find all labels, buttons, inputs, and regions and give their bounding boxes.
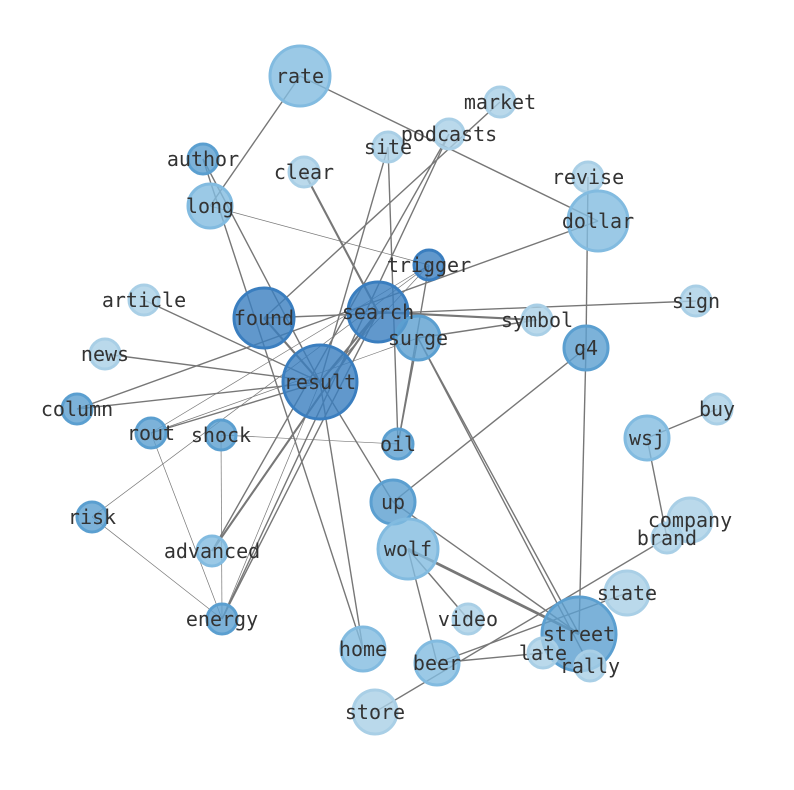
- node-column: [60, 392, 94, 426]
- node-label-news: news: [81, 342, 129, 366]
- node-label-beer: beer: [413, 651, 461, 675]
- node-label-podcasts: podcasts: [401, 122, 497, 146]
- edge-result-column: [76, 381, 321, 410]
- edge-q4-up: [392, 347, 587, 503]
- node-symbol: [520, 303, 554, 337]
- node-article: [127, 283, 161, 317]
- edge-sign-found: [263, 300, 697, 319]
- node-trigger: [412, 248, 446, 282]
- node-found: [232, 286, 296, 350]
- node-label-revise: revise: [552, 165, 624, 189]
- nodes: [60, 44, 734, 736]
- node-label-wolf: wolf: [384, 537, 432, 561]
- node-label-store: store: [345, 700, 405, 724]
- edge-risk-energy: [91, 516, 223, 620]
- node-label-dollar: dollar: [562, 209, 634, 233]
- node-rally: [573, 649, 607, 683]
- node-late: [526, 636, 560, 670]
- node-q4: [562, 324, 610, 372]
- node-label-state: state: [597, 581, 657, 605]
- node-label-oil: oil: [380, 432, 416, 456]
- node-label-rally: rally: [560, 654, 620, 678]
- edge-shock-energy: [220, 434, 223, 620]
- node-home: [339, 625, 387, 673]
- node-label-clear: clear: [274, 160, 334, 184]
- node-label-q4: q4: [574, 336, 598, 360]
- node-label-shock: shock: [191, 423, 251, 447]
- node-label-trigger: trigger: [387, 253, 471, 277]
- node-label-brand: brand: [637, 526, 697, 550]
- edge-result-home: [319, 381, 364, 650]
- node-label-search: search: [342, 300, 414, 324]
- node-label-market: market: [464, 90, 536, 114]
- node-label-result: result: [284, 370, 356, 394]
- node-label-wsj: wsj: [629, 426, 665, 450]
- edge-podcasts-advanced: [211, 133, 450, 552]
- node-label-buy: buy: [699, 397, 735, 421]
- node-label-site: site: [364, 135, 412, 159]
- node-label-symbol: symbol: [501, 308, 573, 332]
- node-site: [371, 130, 405, 164]
- node-sign: [679, 284, 713, 318]
- edge-q4-street: [578, 347, 587, 635]
- node-state: [603, 569, 651, 617]
- node-label-advanced: advanced: [164, 539, 260, 563]
- node-video: [451, 602, 485, 636]
- node-label-article: article: [102, 288, 186, 312]
- node-rout: [134, 416, 168, 450]
- node-label-author: author: [167, 147, 239, 171]
- node-wsj: [623, 414, 671, 462]
- node-energy: [205, 602, 239, 636]
- node-dollar: [566, 189, 630, 253]
- node-search: [346, 280, 410, 344]
- node-label-company: company: [648, 508, 732, 532]
- node-label-risk: risk: [68, 505, 116, 529]
- node-label-home: home: [339, 637, 387, 661]
- node-clear: [287, 155, 321, 189]
- node-label-energy: energy: [186, 607, 258, 631]
- node-label-street: street: [543, 622, 615, 646]
- edge-search-advanced: [211, 311, 379, 552]
- node-label-long: long: [186, 194, 234, 218]
- edge-store-brand: [374, 537, 668, 713]
- node-beer: [413, 639, 461, 687]
- node-rate: [268, 44, 332, 108]
- edge-long-trigger: [209, 205, 430, 266]
- node-label-late: late: [519, 641, 567, 665]
- edge-author-home: [202, 158, 364, 650]
- node-risk: [75, 500, 109, 534]
- node-advanced: [195, 534, 229, 568]
- node-news: [88, 337, 122, 371]
- edge-rout-energy: [150, 432, 223, 620]
- node-brand: [650, 521, 684, 555]
- node-label-sign: sign: [672, 289, 720, 313]
- node-label-found: found: [234, 306, 294, 330]
- node-label-surge: surge: [388, 326, 448, 350]
- node-label-video: video: [438, 607, 498, 631]
- node-podcasts: [432, 117, 466, 151]
- node-surge: [394, 314, 442, 362]
- node-oil: [381, 427, 415, 461]
- node-label-up: up: [381, 490, 405, 514]
- node-market: [483, 85, 517, 119]
- node-label-column: column: [41, 397, 113, 421]
- node-shock: [204, 418, 238, 452]
- node-author: [186, 142, 220, 176]
- node-buy: [700, 392, 734, 426]
- edge-surge-street: [417, 337, 580, 635]
- edge-shock-oil: [220, 434, 399, 445]
- edge-result-energy: [221, 381, 321, 620]
- node-label-rate: rate: [276, 64, 324, 88]
- node-label-rout: rout: [127, 421, 175, 445]
- node-long: [186, 182, 234, 230]
- node-store: [351, 688, 399, 736]
- node-result: [281, 343, 359, 421]
- node-wolf: [376, 517, 440, 581]
